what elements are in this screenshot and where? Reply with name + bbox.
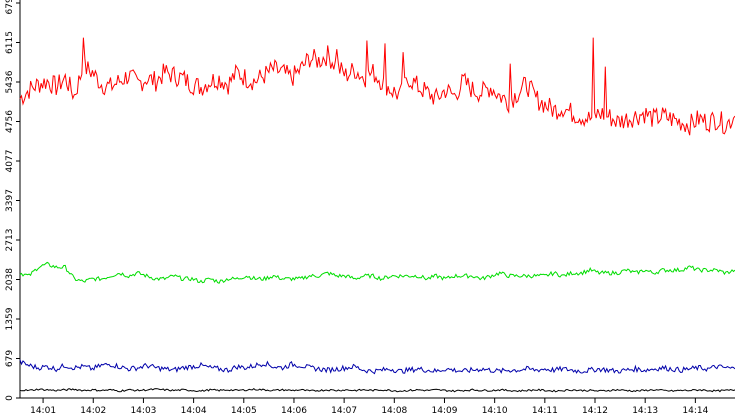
series-line-2 bbox=[19, 261, 735, 284]
x-tick-label: 14:14 bbox=[682, 406, 708, 415]
x-tick-label: 14:13 bbox=[632, 406, 658, 415]
x-tick-label: 14:10 bbox=[482, 406, 508, 415]
y-tick-label: 4077 bbox=[5, 150, 15, 173]
y-tick-label: 6795 bbox=[5, 0, 15, 14]
x-tick-label: 14:06 bbox=[281, 406, 307, 415]
x-tick-label: 14:03 bbox=[130, 406, 156, 415]
x-tick-label: 14:02 bbox=[80, 406, 106, 415]
series-line-1 bbox=[19, 37, 735, 136]
y-tick-label: 1359 bbox=[5, 307, 15, 330]
y-tick-label: 3397 bbox=[5, 189, 15, 212]
y-tick-label: 2038 bbox=[5, 268, 15, 291]
series-group bbox=[19, 37, 735, 393]
x-tick-label: 14:09 bbox=[432, 406, 458, 415]
x-tick-label: 14:12 bbox=[582, 406, 608, 415]
x-axis-ticks: 14:01 14:02 14:03 14:04 14:05 14:06 14:07 14:08… bbox=[30, 398, 709, 416]
y-tick-label: 679 bbox=[5, 350, 15, 367]
series-line-3 bbox=[19, 359, 735, 375]
x-tick-label: 14:01 bbox=[30, 406, 56, 415]
y-tick-label: 6115 bbox=[5, 31, 15, 54]
x-tick-label: 14:08 bbox=[381, 406, 407, 415]
x-tick-label: 14:04 bbox=[181, 406, 207, 415]
y-tick-label: 2713 bbox=[5, 229, 15, 252]
y-tick-label: 5436 bbox=[5, 70, 15, 93]
y-axis-ticks: 0 679 1359 2038 2713 3397 4077 4756 5436 6115 6795 bbox=[5, 0, 20, 401]
x-tick-label: 14:07 bbox=[331, 406, 357, 415]
y-tick-label: 0 bbox=[5, 395, 15, 401]
x-tick-label: 14:11 bbox=[532, 406, 558, 415]
y-tick-label: 4756 bbox=[5, 110, 15, 133]
x-tick-label: 14:05 bbox=[231, 406, 257, 415]
series-line-4 bbox=[19, 387, 735, 393]
